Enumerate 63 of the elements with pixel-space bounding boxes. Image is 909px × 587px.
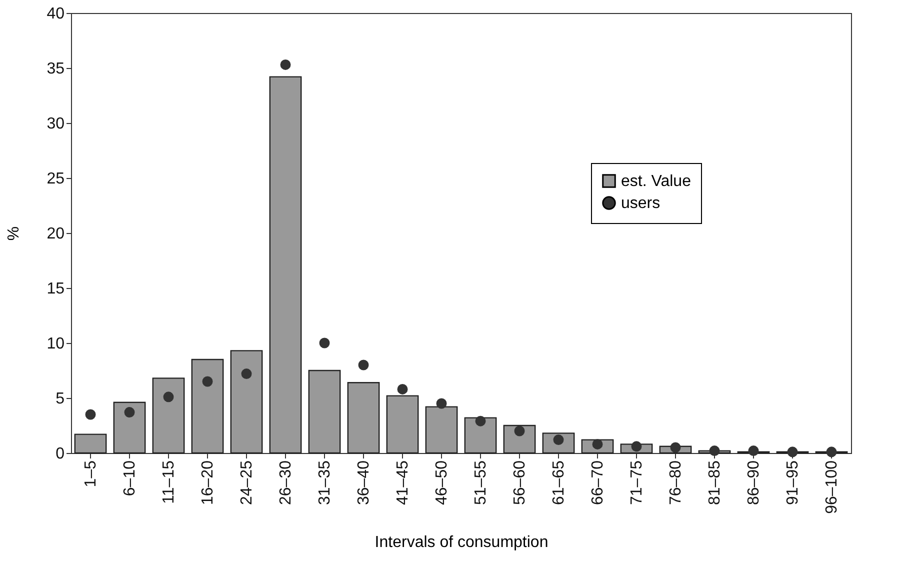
bar (425, 406, 458, 454)
x-tick-label: 46–50 (434, 460, 450, 505)
y-tick-label: 15 (46, 280, 65, 298)
point (280, 59, 291, 70)
x-tick-label: 66–70 (590, 460, 606, 505)
point (514, 426, 525, 436)
x-tick-label: 86–90 (746, 460, 762, 505)
x-tick-label: 76–80 (668, 460, 684, 505)
point (748, 446, 759, 456)
point (202, 376, 213, 387)
x-tick-label: 6–10 (122, 460, 138, 496)
legend-label: est. Value (621, 173, 692, 190)
point (709, 446, 720, 456)
bar (191, 358, 224, 454)
y-tick-label: 40 (46, 6, 65, 22)
bar (74, 434, 107, 454)
y-tick-label: 20 (46, 226, 65, 242)
x-tick-label: 56–60 (512, 460, 528, 505)
bar (386, 395, 419, 454)
x-tick-label: 26–30 (278, 460, 294, 505)
x-tick-label: 11–15 (160, 460, 178, 504)
point (85, 409, 96, 420)
y-tick-label: 25 (46, 170, 65, 188)
legend-label: users (621, 195, 660, 212)
bar (230, 350, 263, 454)
x-tick-label: 36–40 (356, 460, 372, 505)
bar (152, 378, 185, 454)
bar (464, 417, 497, 454)
y-tick-label: 30 (46, 116, 65, 132)
point (631, 441, 642, 452)
y-tick-label: 0 (56, 446, 65, 462)
bar (269, 76, 302, 454)
x-tick-label: 71–75 (628, 460, 646, 505)
x-tick-label: 16–20 (200, 460, 216, 505)
x-tick-label: 1–5 (82, 460, 100, 488)
point (163, 392, 174, 402)
point (358, 360, 369, 370)
x-tick-label: 96–100 (824, 460, 840, 514)
point (475, 416, 486, 426)
bar (503, 424, 536, 454)
x-tick-label: 91–95 (784, 460, 802, 505)
point (397, 384, 408, 394)
x-tick-label: 51–55 (472, 460, 490, 505)
y-tick-label: 35 (46, 60, 65, 78)
bar (113, 402, 146, 454)
x-tick-label: 61–65 (550, 460, 568, 505)
point (787, 446, 798, 458)
point (124, 407, 135, 418)
point (826, 446, 837, 458)
bar (308, 370, 341, 454)
point (436, 398, 447, 409)
point (241, 368, 252, 380)
y-tick-label: 5 (56, 390, 65, 408)
bar (347, 382, 380, 454)
x-tick-label: 31–35 (316, 460, 334, 505)
point (670, 442, 681, 453)
x-tick-label: 41–45 (394, 460, 412, 505)
y-axis-title: % (6, 226, 23, 241)
point (319, 338, 330, 348)
x-tick-label: 24–25 (238, 460, 256, 505)
y-tick-label: 10 (46, 336, 65, 352)
x-axis-title: Intervals of consumption (374, 534, 548, 551)
x-tick-label: 81–85 (706, 460, 724, 505)
